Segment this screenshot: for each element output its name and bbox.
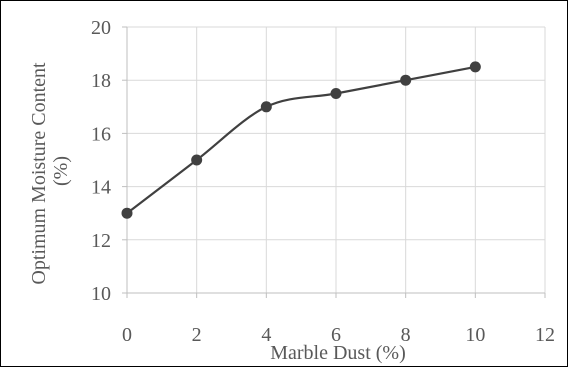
data-point: [469, 61, 481, 73]
x-tick-label: 12: [535, 324, 555, 346]
x-tick-label: 2: [192, 324, 202, 346]
data-point: [121, 207, 133, 219]
y-tick-label: 10: [91, 283, 111, 305]
y-axis-title-line-2: (%): [50, 156, 72, 186]
y-tick-label: 20: [91, 17, 111, 39]
series-layer: [121, 61, 481, 219]
data-point: [330, 88, 342, 99]
y-axis-title: Optimum Moisture Content (%): [28, 57, 72, 284]
tick-label-layer: 0 2 4 6 8 10 12 10 12 14 16 18 20: [91, 17, 555, 346]
data-point: [260, 101, 272, 113]
y-axis-title-line-1: Optimum Moisture Content: [28, 62, 50, 285]
x-tick-label: 6: [331, 324, 341, 346]
x-tick-label: 0: [122, 324, 132, 346]
y-tick-label: 12: [91, 230, 111, 252]
data-point: [400, 74, 412, 86]
y-tick-label: 14: [91, 177, 111, 199]
x-axis-title: Marble Dust (%): [270, 342, 406, 364]
x-tick-label: 4: [261, 324, 271, 346]
y-tick-label: 18: [91, 70, 111, 92]
x-tick-label: 8: [401, 324, 411, 346]
grid-layer: [127, 26, 546, 293]
y-tick-label: 16: [91, 123, 111, 145]
data-point: [191, 154, 203, 166]
x-tick-label: 10: [465, 324, 485, 346]
series-line: [126, 65, 476, 215]
axis-layer: [122, 26, 546, 298]
